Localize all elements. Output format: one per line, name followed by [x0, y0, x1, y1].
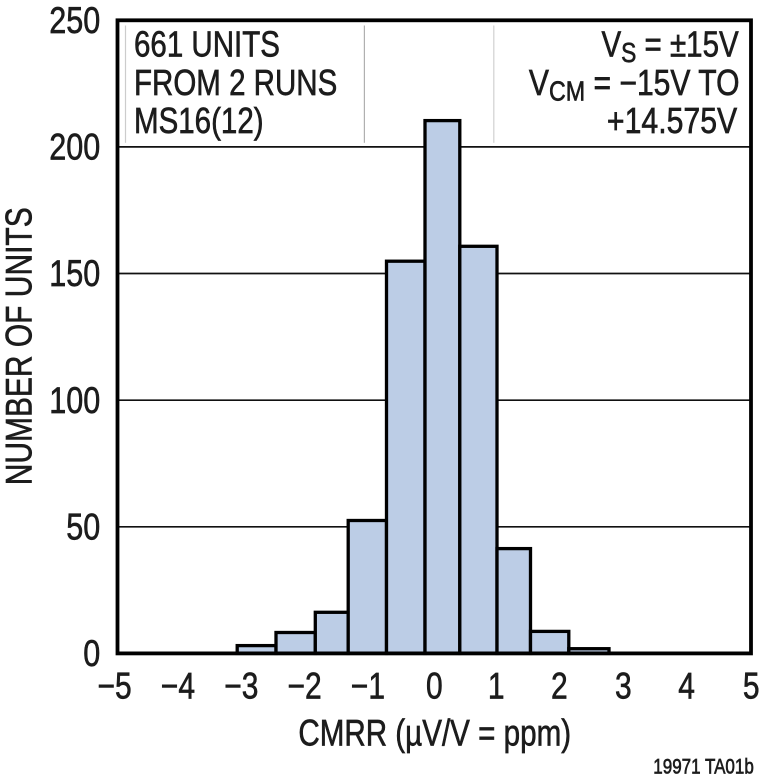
svg-text:−1: −1: [351, 665, 385, 707]
svg-text:250: 250: [49, 0, 100, 42]
svg-text:−4: −4: [161, 665, 195, 707]
svg-text:661 UNITS: 661 UNITS: [134, 24, 280, 64]
svg-text:100: 100: [49, 380, 100, 422]
svg-text:1: 1: [488, 665, 505, 707]
svg-text:150: 150: [49, 253, 100, 295]
svg-text:FROM 2 RUNS: FROM 2 RUNS: [134, 62, 337, 102]
svg-text:200: 200: [49, 127, 100, 169]
svg-text:0: 0: [426, 665, 443, 707]
svg-text:CMRR (µV/V = ppm): CMRR (µV/V = ppm): [298, 713, 571, 754]
svg-text:MS16(12): MS16(12): [134, 100, 264, 140]
svg-text:+14.575V: +14.575V: [607, 102, 738, 142]
svg-text:2: 2: [551, 665, 568, 707]
svg-text:3: 3: [615, 665, 632, 707]
svg-text:0: 0: [83, 633, 100, 675]
svg-text:NUMBER OF UNITS: NUMBER OF UNITS: [0, 207, 40, 485]
svg-text:−2: −2: [288, 665, 322, 707]
svg-text:−3: −3: [224, 665, 258, 707]
svg-text:−5: −5: [98, 665, 132, 707]
svg-text:5: 5: [743, 665, 760, 707]
svg-text:50: 50: [66, 507, 100, 549]
svg-text:19971 TA01b: 19971 TA01b: [653, 756, 754, 779]
svg-text:4: 4: [678, 665, 695, 707]
